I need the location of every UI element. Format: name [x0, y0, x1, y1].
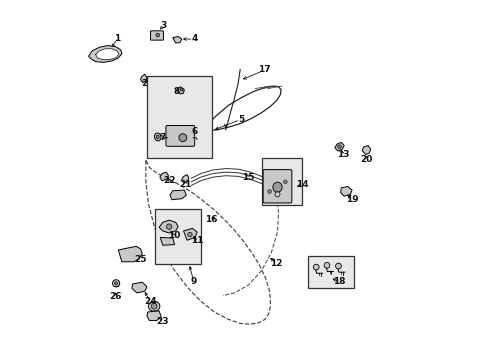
Polygon shape — [118, 246, 142, 262]
Ellipse shape — [154, 133, 161, 141]
Text: 3: 3 — [161, 21, 166, 30]
Polygon shape — [172, 37, 182, 43]
Polygon shape — [177, 87, 184, 94]
Text: 6: 6 — [191, 127, 197, 136]
Polygon shape — [160, 172, 168, 181]
Text: 16: 16 — [205, 215, 217, 224]
Text: 5: 5 — [237, 114, 244, 123]
FancyBboxPatch shape — [165, 126, 194, 146]
FancyBboxPatch shape — [261, 158, 301, 205]
FancyBboxPatch shape — [263, 170, 291, 203]
Polygon shape — [88, 45, 122, 62]
Polygon shape — [182, 175, 188, 183]
Polygon shape — [362, 145, 370, 154]
Polygon shape — [169, 190, 186, 200]
Ellipse shape — [283, 180, 286, 184]
Text: 17: 17 — [257, 65, 270, 74]
Text: 26: 26 — [109, 292, 122, 301]
Ellipse shape — [272, 182, 282, 192]
Text: 22: 22 — [163, 176, 176, 185]
Text: 24: 24 — [144, 297, 157, 306]
Ellipse shape — [156, 135, 159, 139]
Text: 15: 15 — [242, 173, 254, 182]
Text: 23: 23 — [156, 317, 169, 326]
Text: 19: 19 — [345, 195, 358, 204]
Ellipse shape — [187, 232, 192, 237]
Polygon shape — [96, 49, 119, 60]
Text: 2: 2 — [141, 79, 147, 88]
Ellipse shape — [274, 192, 280, 197]
FancyBboxPatch shape — [150, 31, 163, 40]
FancyBboxPatch shape — [308, 256, 353, 288]
Ellipse shape — [335, 263, 341, 269]
Text: 8: 8 — [173, 86, 179, 95]
Text: 4: 4 — [191, 34, 197, 43]
Ellipse shape — [148, 301, 160, 311]
Polygon shape — [334, 142, 344, 151]
Ellipse shape — [313, 264, 319, 270]
FancyBboxPatch shape — [155, 209, 201, 264]
Text: 18: 18 — [333, 276, 345, 285]
Polygon shape — [140, 74, 147, 82]
Ellipse shape — [156, 33, 159, 37]
Text: 11: 11 — [190, 237, 203, 246]
Ellipse shape — [151, 303, 157, 309]
Text: 14: 14 — [295, 180, 307, 189]
Ellipse shape — [115, 282, 117, 285]
Polygon shape — [159, 220, 178, 233]
Ellipse shape — [112, 280, 120, 287]
Ellipse shape — [337, 145, 341, 148]
Polygon shape — [147, 311, 161, 320]
Text: 7: 7 — [159, 133, 165, 142]
Polygon shape — [132, 282, 147, 293]
Polygon shape — [183, 228, 197, 240]
Ellipse shape — [324, 262, 329, 268]
Text: 25: 25 — [134, 255, 146, 264]
Text: 12: 12 — [270, 259, 283, 268]
Ellipse shape — [179, 134, 186, 141]
Text: 13: 13 — [336, 150, 348, 159]
Polygon shape — [340, 186, 351, 196]
Text: 21: 21 — [179, 180, 191, 189]
Polygon shape — [160, 237, 174, 245]
Ellipse shape — [267, 190, 271, 193]
Ellipse shape — [180, 88, 183, 91]
Text: 9: 9 — [190, 276, 196, 285]
Text: 10: 10 — [168, 231, 181, 240]
Ellipse shape — [166, 224, 171, 229]
Text: 1: 1 — [114, 34, 120, 43]
FancyBboxPatch shape — [147, 76, 212, 158]
Text: 20: 20 — [360, 155, 372, 164]
